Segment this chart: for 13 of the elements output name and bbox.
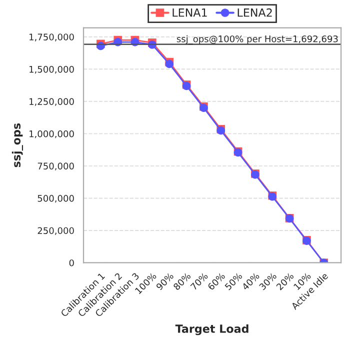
y-axis-title: ssj_ops	[12, 123, 23, 168]
legend-label: LENA2	[238, 8, 272, 17]
y-tick-label: 1,000,000	[30, 130, 74, 138]
y-tick-label: 1,500,000	[30, 66, 74, 74]
y-tick-label: 500,000	[38, 194, 74, 203]
y-tick-label: 1,250,000	[30, 98, 74, 106]
legend-label: LENA1	[172, 8, 207, 17]
y-tick-label: 1,750,000	[30, 34, 74, 42]
y-tick-label: 250,000	[38, 227, 74, 235]
y-tick-label: 750,000	[38, 162, 74, 170]
y-tick-label: 0	[69, 259, 74, 266]
x-axis-title: Target Load	[175, 324, 248, 336]
ref-line-label: ssj_ops@100% per Host=1,692,693	[176, 35, 338, 44]
